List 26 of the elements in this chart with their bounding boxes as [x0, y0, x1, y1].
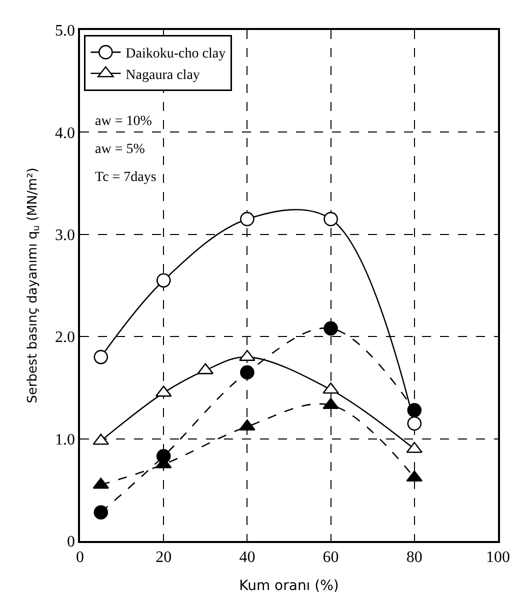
y-tick-label: 2.0 [55, 329, 76, 346]
x-tick-label: 20 [156, 548, 172, 566]
x-tick-label: 100 [486, 548, 510, 566]
annotation: Tc = 7days [95, 170, 156, 185]
x-axis-title: Kum oranı (%) [239, 578, 339, 594]
point [406, 470, 423, 482]
legend-label: Daikoku-cho clay [126, 46, 226, 62]
x-tick-label: 80 [406, 548, 422, 566]
y-tick-label: 3.0 [55, 227, 76, 244]
y-tick-label: 1.0 [55, 431, 76, 448]
y-tick-label: 0 [67, 534, 76, 551]
point [240, 365, 254, 380]
point [324, 212, 338, 226]
legend-label: Nagaura clay [126, 68, 200, 83]
point [156, 273, 171, 288]
annotation: aw = 10% [95, 114, 152, 129]
point [240, 212, 254, 226]
point [407, 403, 422, 418]
x-tick-label: 40 [239, 548, 256, 566]
y-tick-label: 5.0 [55, 22, 76, 40]
point [324, 321, 338, 336]
point [94, 350, 108, 364]
y-tick-label: 4.0 [55, 124, 76, 142]
point [407, 416, 422, 431]
annotation: aw = 5% [95, 142, 146, 157]
x-tick-label: 60 [322, 548, 339, 566]
